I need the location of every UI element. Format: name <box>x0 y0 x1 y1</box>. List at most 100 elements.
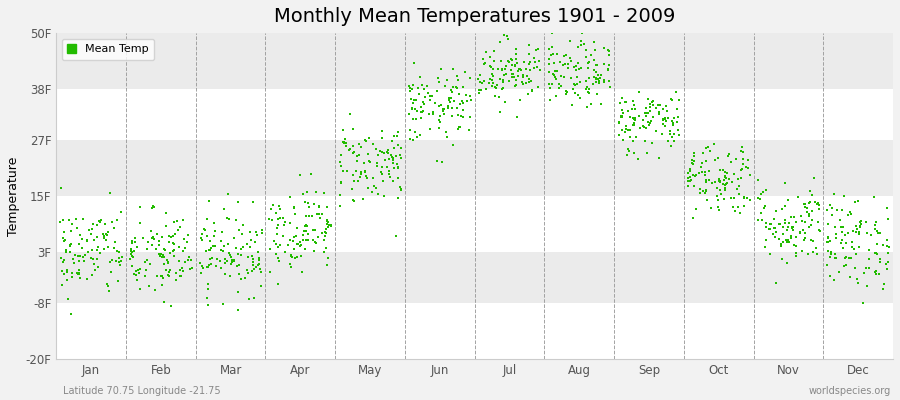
Point <box>354 144 368 150</box>
Point <box>284 236 298 243</box>
Point <box>365 141 380 147</box>
Point <box>241 270 256 276</box>
Point <box>587 74 601 80</box>
Point <box>656 116 670 123</box>
Point <box>452 91 466 97</box>
Point <box>166 248 180 254</box>
Point <box>860 283 875 289</box>
Point <box>527 58 542 65</box>
Point <box>497 72 511 78</box>
Point <box>84 254 98 261</box>
Point <box>497 32 511 38</box>
Point <box>844 211 859 217</box>
Point <box>140 267 154 273</box>
Point <box>65 274 79 280</box>
Point <box>406 116 420 122</box>
Point <box>308 239 322 245</box>
Point <box>545 70 560 77</box>
Point <box>835 229 850 235</box>
Point <box>290 225 304 231</box>
Point <box>724 195 739 202</box>
Point <box>733 183 747 190</box>
Point <box>870 229 885 236</box>
Point <box>319 226 333 233</box>
Point <box>776 231 790 238</box>
Point <box>479 86 493 92</box>
Point <box>583 100 598 107</box>
Point <box>149 273 164 279</box>
Point <box>114 254 129 260</box>
Point <box>263 246 277 252</box>
Point <box>452 124 466 130</box>
Point <box>271 216 285 223</box>
Point <box>346 198 361 205</box>
Point <box>171 226 185 233</box>
Point <box>212 257 227 264</box>
Point <box>850 226 864 232</box>
Point <box>486 66 500 72</box>
Title: Monthly Mean Temperatures 1901 - 2009: Monthly Mean Temperatures 1901 - 2009 <box>274 7 675 26</box>
Point <box>57 271 71 278</box>
Point <box>734 148 748 154</box>
Point <box>590 91 605 98</box>
Point <box>560 89 574 95</box>
Point <box>109 257 123 264</box>
Point <box>712 178 726 185</box>
Point <box>758 203 772 210</box>
Point <box>440 134 454 140</box>
Point <box>163 267 177 274</box>
Point <box>664 118 679 124</box>
Point <box>712 176 726 183</box>
Point <box>842 273 857 280</box>
Point <box>868 269 883 275</box>
Point <box>85 272 99 278</box>
Point <box>384 154 399 160</box>
Point <box>162 233 176 240</box>
Point <box>252 257 266 263</box>
Point <box>868 270 883 277</box>
Point <box>293 238 308 245</box>
Point <box>162 269 176 276</box>
Point <box>873 256 887 262</box>
Point <box>615 127 629 133</box>
Point <box>712 179 726 186</box>
Point <box>235 222 249 228</box>
Point <box>194 263 209 270</box>
Point <box>318 233 332 239</box>
Point <box>300 189 314 195</box>
Point <box>688 172 703 178</box>
Point <box>843 255 858 261</box>
Point <box>333 158 347 165</box>
Point <box>431 79 446 85</box>
Point <box>824 249 838 255</box>
Point <box>660 108 674 114</box>
Point <box>731 176 745 182</box>
Point <box>392 184 407 190</box>
Point <box>494 58 508 64</box>
Point <box>125 254 140 260</box>
Point <box>337 139 351 146</box>
Point <box>353 174 367 180</box>
Point <box>176 268 191 274</box>
Point <box>301 237 315 243</box>
Point <box>446 142 460 148</box>
Point <box>370 160 384 167</box>
Point <box>849 222 863 229</box>
Point <box>529 64 544 70</box>
Point <box>375 178 390 184</box>
Point <box>597 76 611 83</box>
Point <box>220 258 235 264</box>
Point <box>410 97 424 104</box>
Point <box>90 222 104 228</box>
Point <box>158 267 173 273</box>
Point <box>592 74 607 81</box>
Point <box>383 152 398 158</box>
Point <box>307 248 321 255</box>
Point <box>295 269 310 276</box>
Point <box>623 134 637 140</box>
Point <box>580 78 594 84</box>
Point <box>231 306 246 313</box>
Point <box>802 224 816 230</box>
Point <box>710 197 724 204</box>
Point <box>275 215 290 221</box>
